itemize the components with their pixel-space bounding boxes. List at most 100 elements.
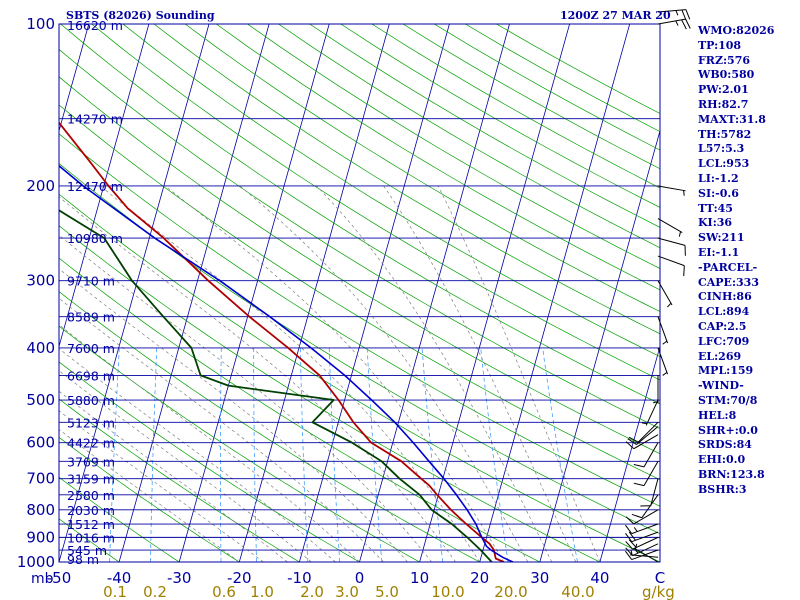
index-item: WMO:82026: [698, 24, 775, 37]
wind-barb: [625, 523, 659, 535]
mixing-ratio-line: [299, 347, 309, 562]
mixing-ratio-tick-label: 20.0: [494, 583, 527, 600]
moist-adiabat-line: [383, 185, 577, 562]
index-item: SI:-0.6: [698, 186, 739, 200]
height-label: 9710 m: [67, 274, 115, 289]
wind-barb-staff: [657, 9, 686, 13]
pressure-tick-label: 800: [26, 501, 55, 519]
mixing-ratio-line: [150, 347, 158, 562]
index-item: RH:82.7: [698, 97, 749, 111]
height-label: 3769 m: [67, 454, 115, 469]
wind-barb-half-flag: [633, 527, 638, 532]
pressure-tick-label: 200: [26, 177, 55, 195]
wind-barb-half-flag: [683, 190, 685, 196]
index-item: LFC:709: [698, 334, 750, 348]
wind-barb-flag: [681, 19, 687, 30]
mixing-ratio-tick-label: 0.1: [103, 583, 127, 600]
sounding-profiles: [59, 121, 514, 562]
dry-adiabat-line: [59, 325, 420, 562]
wind-barb-staff: [657, 185, 686, 192]
temperature-tick-label: 30: [530, 569, 549, 587]
wind-barbs: [625, 9, 691, 563]
height-label: 98 m: [67, 552, 99, 567]
wind-barb: [657, 185, 686, 196]
wind-barb: [625, 434, 659, 450]
wind-barb: [641, 399, 659, 426]
temperature-tick-label: -10: [287, 569, 312, 587]
index-item: LCL:953: [698, 157, 750, 171]
pressure-tick-label: 300: [26, 272, 55, 290]
wind-barb: [625, 531, 659, 543]
index-item: TP:108: [698, 38, 742, 52]
wind-barb: [625, 543, 659, 557]
isotherm-line: [59, 24, 210, 562]
wind-barb-half-flag: [662, 340, 668, 345]
wind-barb: [628, 421, 659, 443]
moist-adiabat-line: [99, 185, 480, 562]
mixing-ratio-line: [542, 347, 578, 562]
wind-barb: [657, 237, 686, 256]
wind-barb-staff: [657, 255, 685, 267]
pressure-unit-label: mb: [31, 571, 54, 587]
index-item: STM:70/8: [698, 393, 758, 407]
wind-barb-half-flag: [662, 371, 668, 376]
wind-barb-half-flag: [634, 548, 639, 554]
index-item: -WIND-: [698, 379, 744, 393]
wind-barb-staff: [657, 18, 686, 25]
pressure-tick-label: 900: [26, 528, 55, 546]
height-label: 5880 m: [67, 393, 115, 408]
wind-barb-flag: [625, 516, 635, 525]
wind-barb: [625, 536, 659, 550]
height-label: 12470 m: [67, 179, 123, 194]
wind-barb-half-flag: [641, 422, 648, 425]
height-label: 5123 m: [67, 415, 115, 430]
isotherm-line: [419, 24, 570, 562]
wind-barb: [657, 316, 669, 345]
index-item: HEL:8: [698, 408, 737, 422]
index-item: KI:36: [698, 216, 733, 230]
index-item: SHR+:0.0: [698, 423, 758, 437]
wind-barb-staff: [637, 421, 659, 443]
height-label: 16620 m: [67, 18, 123, 33]
pressure-tick-label: 100: [26, 15, 55, 33]
index-item: PW:2.01: [698, 83, 749, 97]
mixing-ratio-line: [253, 347, 257, 562]
temperature-tick-label: C: [655, 569, 665, 587]
height-label: 7600 m: [67, 341, 115, 356]
mixing-ratio-line: [219, 347, 222, 562]
dry-adiabat-line: [59, 76, 660, 455]
isotherm-line: [299, 24, 450, 562]
isotherm-line: [59, 24, 150, 348]
dry-adiabat-line: [59, 133, 660, 507]
index-item: SW:211: [698, 231, 745, 245]
wind-barb-flag: [625, 541, 633, 550]
wind-barb: [657, 18, 691, 30]
plot-frame: [58, 23, 661, 563]
index-item: TH:5782: [698, 127, 752, 141]
mixing-ratio-tick-label: 3.0: [335, 583, 359, 600]
index-item: BRN:123.8: [698, 467, 765, 481]
moist-adiabat-line: [59, 268, 408, 562]
mixing-ratio-tick-label: 40.0: [561, 583, 594, 600]
height-label: 8589 m: [67, 310, 115, 325]
temperature-tick-label: 10: [410, 569, 429, 587]
isotherm-line: [178, 24, 330, 562]
index-item: WB0:580: [698, 68, 755, 82]
wind-barb-flag: [631, 513, 643, 519]
wind-barb-staff: [643, 442, 659, 468]
height-label: 2580 m: [67, 488, 115, 503]
isotherm-line: [539, 129, 660, 562]
wind-barb-staff: [643, 461, 659, 486]
mixing-ratio-tick-label: 10.0: [431, 583, 464, 600]
indices-panel: WMO:82026 TP:108 FRZ:576 WB0:580 PW:2.01 RH:8…: [698, 24, 774, 498]
wind-barb: [657, 347, 669, 376]
index-item: CAPE:333: [698, 275, 759, 289]
pressure-tick-label: 600: [26, 434, 55, 452]
height-label: 14270 m: [67, 112, 123, 127]
wind-barb-staff: [650, 478, 659, 506]
wind-barb-flag: [685, 18, 691, 29]
wind-barb: [633, 442, 659, 468]
index-item: EHI:0.0: [698, 453, 746, 467]
moist-adiabat-line: [59, 410, 264, 562]
wind-barb-staff: [633, 509, 659, 525]
